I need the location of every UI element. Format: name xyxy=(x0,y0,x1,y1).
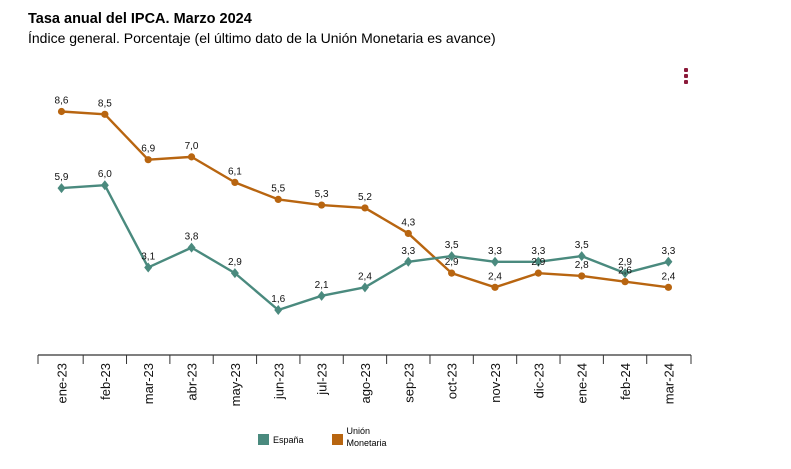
data-label-espana: 6,0 xyxy=(98,169,112,180)
data-point-espana[interactable] xyxy=(274,305,283,315)
data-label-union-monetaria: 2,4 xyxy=(488,271,502,282)
data-point-espana[interactable] xyxy=(230,268,239,279)
chart-title: Tasa anual del IPCA. Marzo 2024 xyxy=(28,11,252,27)
data-label-union-monetaria: 8,6 xyxy=(55,96,69,107)
x-tick-label: ene-23 xyxy=(55,363,70,403)
x-tick-label: feb-24 xyxy=(618,363,633,400)
data-point-espana[interactable] xyxy=(144,262,153,273)
menu-dot xyxy=(684,74,688,78)
data-point-espana[interactable] xyxy=(534,256,543,267)
legend-swatch-espana xyxy=(258,434,269,445)
data-labels: 8,6 8,5 6,9 7,0 6,1 5,5 5,3 5,2 4,3 2,9 2,4 2,9 2,8 2… xyxy=(55,96,676,306)
data-label-union-monetaria: 2,8 xyxy=(575,260,589,271)
x-tick-label: mar-24 xyxy=(661,363,676,404)
x-tick-label: nov-23 xyxy=(488,363,503,403)
data-point-union-monetaria[interactable] xyxy=(361,204,369,212)
data-point-union-monetaria[interactable] xyxy=(404,229,412,238)
data-label-union-monetaria: 2,4 xyxy=(661,271,675,282)
x-tick-label: oct-23 xyxy=(445,363,460,399)
data-point-espana[interactable] xyxy=(317,290,326,301)
data-label-union-monetaria: 6,1 xyxy=(228,166,242,177)
data-point-union-monetaria[interactable] xyxy=(187,153,196,161)
data-point-union-monetaria[interactable] xyxy=(578,272,586,280)
data-label-espana: 3,5 xyxy=(445,240,459,251)
data-point-espana[interactable] xyxy=(577,251,586,262)
data-label-espana: 5,9 xyxy=(55,172,69,183)
data-label-espana: 3,5 xyxy=(575,240,589,251)
data-point-union-monetaria[interactable] xyxy=(101,110,109,118)
data-point-espana[interactable] xyxy=(664,256,673,267)
legend-label-espana: España xyxy=(273,435,304,445)
data-point-union-monetaria[interactable] xyxy=(318,201,326,209)
data-label-espana: 3,1 xyxy=(141,251,155,262)
data-point-union-monetaria[interactable] xyxy=(664,283,673,291)
data-label-espana: 1,6 xyxy=(271,294,285,305)
data-label-espana: 2,4 xyxy=(358,271,372,282)
data-point-union-monetaria[interactable] xyxy=(534,269,542,277)
data-point-union-monetaria[interactable] xyxy=(274,195,282,204)
series-markers xyxy=(57,107,673,315)
data-label-espana: 3,8 xyxy=(185,232,199,243)
data-point-union-monetaria[interactable] xyxy=(491,283,499,291)
chart-legend: España Unión Monetaria xyxy=(258,425,399,449)
menu-dot xyxy=(684,80,688,84)
x-tick-label: ago-23 xyxy=(358,363,373,403)
data-point-espana[interactable] xyxy=(360,282,369,293)
data-label-espana: 2,9 xyxy=(228,257,242,268)
line-chart: ene-23 feb-23 mar-23 abr-23 may-23 jun-23 jul-… xyxy=(37,96,692,406)
data-label-union-monetaria: 2,9 xyxy=(531,257,545,268)
data-label-union-monetaria: 5,2 xyxy=(358,192,372,203)
data-point-espana[interactable] xyxy=(447,251,456,262)
data-point-espana[interactable] xyxy=(404,256,413,267)
legend-swatch-union-monetaria xyxy=(331,434,343,445)
legend-label-union-monetaria: Unión Monetaria xyxy=(346,426,387,448)
data-label-espana: 3,3 xyxy=(488,246,502,257)
data-point-espana[interactable] xyxy=(187,242,196,253)
data-point-union-monetaria[interactable] xyxy=(144,156,152,164)
data-label-espana: 3,3 xyxy=(401,246,415,257)
x-tick-label: dic-23 xyxy=(531,363,546,398)
data-label-espana: 3,3 xyxy=(661,246,675,257)
x-axis: ene-23 feb-23 mar-23 abr-23 may-23 jun-23 jul-… xyxy=(37,354,692,406)
x-tick-label: may-23 xyxy=(228,363,243,406)
data-point-union-monetaria[interactable] xyxy=(448,269,456,277)
data-label-espana: 2,1 xyxy=(315,280,329,291)
data-label-union-monetaria: 2,6 xyxy=(618,266,632,277)
x-tick-label: feb-23 xyxy=(98,363,113,400)
x-tick-label: abr-23 xyxy=(185,363,200,401)
vertical-dots-menu-icon[interactable] xyxy=(683,68,689,84)
x-tick-label: mar-23 xyxy=(141,363,156,404)
chart-subtitle: Índice general. Porcentaje (el último da… xyxy=(28,30,496,46)
data-point-union-monetaria[interactable] xyxy=(231,178,239,186)
data-point-espana[interactable] xyxy=(621,268,630,279)
data-label-espana: 2,9 xyxy=(618,257,632,268)
data-label-union-monetaria: 2,9 xyxy=(445,257,459,268)
data-label-union-monetaria: 4,3 xyxy=(401,217,415,228)
legend-item-union-monetaria[interactable]: Unión Monetaria xyxy=(331,425,399,449)
x-tick-label: ene-24 xyxy=(575,363,590,403)
data-point-espana[interactable] xyxy=(491,256,499,267)
legend-item-espana[interactable]: España xyxy=(258,425,304,446)
data-label-union-monetaria: 7,0 xyxy=(185,141,199,152)
data-label-union-monetaria: 5,3 xyxy=(315,189,329,200)
data-label-union-monetaria: 5,5 xyxy=(271,183,285,194)
data-label-union-monetaria: 8,5 xyxy=(98,98,112,109)
data-point-union-monetaria[interactable] xyxy=(57,107,66,116)
x-tick-label: jul-23 xyxy=(315,363,330,396)
x-tick-label: jun-23 xyxy=(271,363,286,400)
data-label-espana: 3,3 xyxy=(531,246,545,257)
x-tick-label: sep-23 xyxy=(401,363,416,403)
data-point-espana[interactable] xyxy=(57,183,66,194)
data-point-union-monetaria[interactable] xyxy=(621,278,629,286)
menu-dot xyxy=(684,68,688,72)
data-label-union-monetaria: 6,9 xyxy=(141,144,155,155)
data-point-espana[interactable] xyxy=(100,180,109,191)
